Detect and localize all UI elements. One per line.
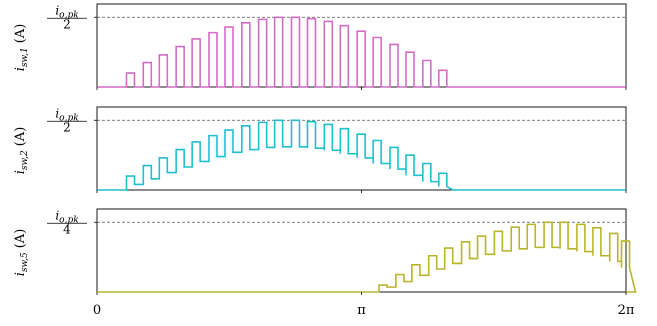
ref-numerator-sub: o,pk (59, 113, 79, 123)
y-label-unit: (A) (13, 229, 28, 249)
panel-frame (96, 208, 627, 293)
ref-label-numerator: io,pk (55, 106, 78, 123)
ref-numerator-sub: o,pk (59, 215, 79, 225)
y-axis-label: isw,2 (A) (13, 127, 30, 175)
y-label-main: i (13, 272, 28, 276)
x-tick-label: 0 (93, 303, 101, 318)
ref-numerator-main: i (55, 3, 59, 17)
ref-numerator-sub: o,pk (59, 10, 79, 20)
y-label-unit: (A) (13, 24, 28, 44)
ref-label-numerator: io,pk (55, 208, 78, 225)
y-label-unit: (A) (13, 127, 28, 147)
series-line (97, 16, 626, 88)
x-tick-label: π (357, 303, 366, 318)
y-label-main: i (13, 170, 28, 174)
series-line (97, 221, 637, 293)
ref-label-denominator: 4 (63, 222, 71, 236)
ref-label-denominator: 2 (63, 17, 71, 31)
ref-numerator-main: i (55, 208, 59, 222)
ref-numerator-main: i (55, 106, 59, 120)
y-label-sub: sw,2 (20, 150, 30, 170)
y-label-sub: sw,1 (20, 47, 30, 67)
y-label-sub: sw,5 (20, 252, 30, 272)
ref-label-denominator: 2 (63, 120, 71, 134)
series-line (97, 119, 626, 191)
y-axis-label: isw,5 (A) (13, 229, 30, 277)
y-label-main: i (13, 67, 28, 71)
x-tick-label: 2π (618, 303, 635, 318)
ref-label-numerator: io,pk (55, 3, 78, 20)
panel-frame (96, 106, 627, 191)
y-axis-label: isw,1 (A) (13, 24, 30, 72)
